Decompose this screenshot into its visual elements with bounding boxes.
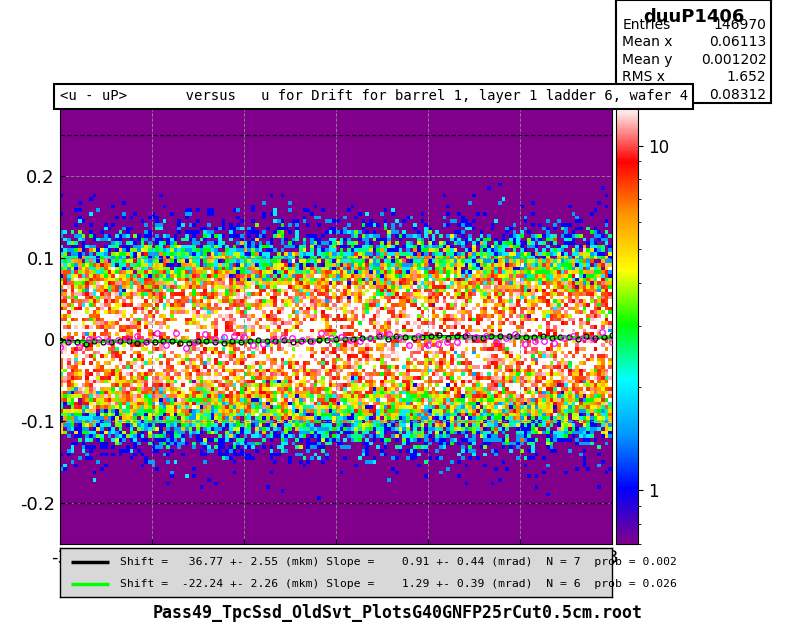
Text: 146970: 146970: [714, 18, 766, 32]
Text: 1.652: 1.652: [727, 71, 766, 84]
Text: Shift =   36.77 +- 2.55 (mkm) Slope =    0.91 +- 0.44 (mrad)  N = 7  prob = 0.00: Shift = 36.77 +- 2.55 (mkm) Slope = 0.91…: [120, 557, 677, 567]
Text: 10: 10: [617, 84, 638, 102]
Text: Mean y: Mean y: [622, 52, 673, 67]
Text: duuP1406: duuP1406: [643, 8, 744, 26]
Text: RMS x: RMS x: [622, 71, 665, 84]
Text: Pass49_TpcSsd_OldSvt_PlotsG40GNFP25rCut0.5cm.root: Pass49_TpcSsd_OldSvt_PlotsG40GNFP25rCut0…: [153, 604, 642, 622]
Text: Entries: Entries: [622, 18, 670, 32]
Text: 0.06113: 0.06113: [709, 35, 766, 49]
Text: Mean x: Mean x: [622, 35, 673, 49]
Text: Shift =  -22.24 +- 2.26 (mkm) Slope =    1.29 +- 0.39 (mrad)  N = 6  prob = 0.02: Shift = -22.24 +- 2.26 (mkm) Slope = 1.2…: [120, 579, 677, 589]
Text: 0.001202: 0.001202: [700, 52, 766, 67]
Text: 0.08312: 0.08312: [709, 88, 766, 102]
Text: <u - uP>       versus   u for Drift for barrel 1, layer 1 ladder 6, wafer 4: <u - uP> versus u for Drift for barrel 1…: [60, 89, 688, 103]
Text: RMS y: RMS y: [622, 88, 665, 102]
